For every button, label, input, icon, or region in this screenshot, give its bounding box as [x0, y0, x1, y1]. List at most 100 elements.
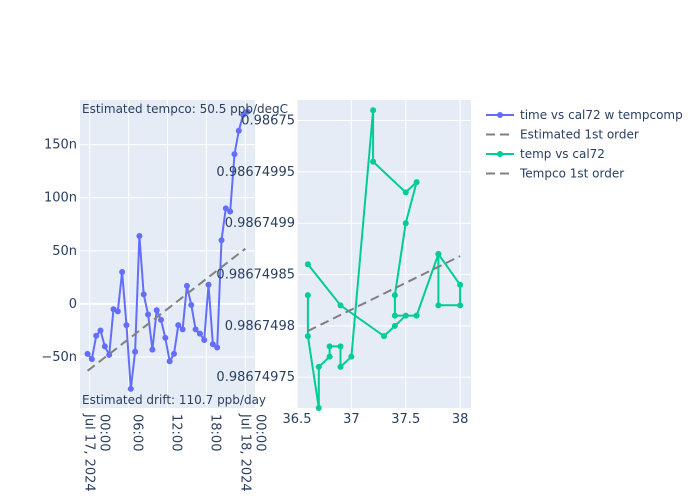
left-data-point [114, 308, 121, 315]
left-data-point [240, 111, 247, 118]
left-data-point [127, 385, 134, 392]
right-y-tick-label: 0.98674985 [216, 268, 295, 283]
left-data-point [218, 237, 225, 244]
left-series [84, 108, 251, 392]
left-data-point [149, 346, 156, 353]
left-subplot: −50n 0 50n 100n 150n Jul 17, 2024 00:00 06:00… [41, 100, 288, 496]
right-data-point [402, 189, 409, 196]
right-x-ticks: 36.5 37 37.5 38 [283, 412, 469, 427]
left-data-point [235, 127, 242, 134]
right-data-point [381, 333, 387, 340]
legend-item[interactable]: temp vs cal72 [486, 147, 605, 161]
left-data-point [158, 316, 165, 323]
right-y-tick-label: 0.98674995 [216, 165, 295, 180]
legend-item[interactable]: time vs cal72 w tempcomp [486, 108, 683, 122]
legend-label: temp vs cal72 [520, 147, 605, 161]
left-x-ticks: Jul 17, 2024 00:00 06:00 12:00 18:00 Jul 18,… [82, 413, 268, 496]
legend-label: Tempco 1st order [519, 167, 624, 181]
left-data-point [205, 281, 212, 288]
right-data-point [337, 343, 344, 350]
left-x-tick-label: Jul 17, 2024 00:00 [82, 413, 112, 496]
legend-marker [497, 112, 503, 118]
left-data-point [93, 332, 100, 339]
left-data-point [209, 341, 216, 348]
left-data-point [201, 337, 208, 344]
left-data-point [183, 282, 190, 289]
drift-annotation: Estimated drift: 110.7 ppb/day [82, 393, 266, 407]
left-y-tick-label: 50n [52, 244, 77, 259]
legend-item[interactable]: Estimated 1st order [486, 128, 639, 142]
left-x-tick-label: Jul 18, 2024 00:00 [237, 413, 267, 496]
right-x-tick-label: 37 [343, 412, 360, 427]
right-y-ticks: 0.98675 0.98674995 0.9867499 0.98674985 0.98… [216, 114, 295, 386]
right-subplot: 36.5 37 37.5 38 0.986750.986749950.98674990… [216, 100, 471, 427]
right-data-point [304, 261, 311, 268]
right-series [304, 107, 464, 411]
left-data-point [170, 350, 177, 357]
left-data-point [196, 330, 203, 337]
legend-item[interactable]: Tempco 1st order [486, 167, 624, 181]
left-y-tick-label: −50n [41, 350, 77, 365]
left-data-point [84, 350, 91, 357]
right-y-tick-label: 0.9867499 [225, 216, 295, 231]
left-y-ticks: −50n 0 50n 100n 150n [41, 138, 77, 365]
legend-label: Estimated 1st order [520, 128, 639, 142]
right-data-point [402, 312, 409, 319]
left-data-point [162, 334, 169, 341]
left-y-tick-label: 150n [44, 138, 77, 153]
left-data-point [175, 322, 182, 329]
right-data-point [315, 405, 322, 411]
right-data-point [435, 251, 442, 257]
left-data-point [192, 326, 199, 333]
right-x-tick-label: 37.5 [391, 412, 420, 427]
x-tick-time: 00:00 [252, 414, 267, 451]
left-data-point [145, 311, 152, 318]
right-y-tick-label: 0.98674975 [216, 370, 295, 385]
legend[interactable]: time vs cal72 w tempcomp Estimated 1st or… [486, 108, 683, 181]
tempco-annotation: Estimated tempco: 50.5 ppb/degC [82, 102, 288, 116]
right-y-tick-label: 0.9867498 [225, 319, 295, 334]
left-data-point [140, 291, 147, 298]
right-data-point [304, 292, 311, 299]
right-data-point [391, 312, 398, 319]
right-data-point [370, 107, 377, 114]
left-x-tick-label: 18:00 [207, 414, 222, 451]
left-data-point [231, 151, 238, 158]
left-data-point [179, 326, 186, 333]
left-data-point [214, 344, 221, 351]
left-data-point [244, 108, 251, 115]
right-fit-line [307, 255, 461, 332]
left-data-point [227, 208, 234, 215]
x-tick-date: Jul 17, 2024 [82, 413, 97, 496]
left-data-point [188, 301, 195, 308]
left-data-point [153, 307, 160, 314]
right-data-point [391, 292, 398, 299]
right-data-point [326, 343, 333, 350]
right-data-point [348, 353, 355, 360]
right-data-point [337, 302, 344, 309]
right-data-point [435, 302, 442, 309]
left-data-point [222, 205, 229, 212]
left-data-point [119, 269, 126, 276]
right-data-point [457, 302, 464, 309]
x-tick-date: Jul 18, 2024 [237, 413, 252, 496]
right-data-point [391, 322, 398, 329]
right-data-point [326, 353, 333, 360]
right-series-line [306, 110, 462, 409]
right-data-point [304, 333, 311, 340]
left-y-tick-label: 100n [44, 191, 77, 206]
left-data-point [132, 348, 139, 355]
legend-label: time vs cal72 w tempcomp [520, 108, 683, 122]
right-plot-area [297, 100, 471, 408]
right-x-tick-label: 38 [452, 412, 469, 427]
x-tick-time: 00:00 [97, 414, 112, 451]
right-data-point [337, 363, 344, 370]
left-data-point [166, 358, 173, 365]
right-data-point [315, 363, 322, 370]
left-data-point [123, 322, 130, 329]
right-data-point [370, 158, 377, 165]
right-data-point [413, 312, 420, 319]
left-data-point [88, 356, 95, 363]
left-fit-line [86, 247, 246, 372]
